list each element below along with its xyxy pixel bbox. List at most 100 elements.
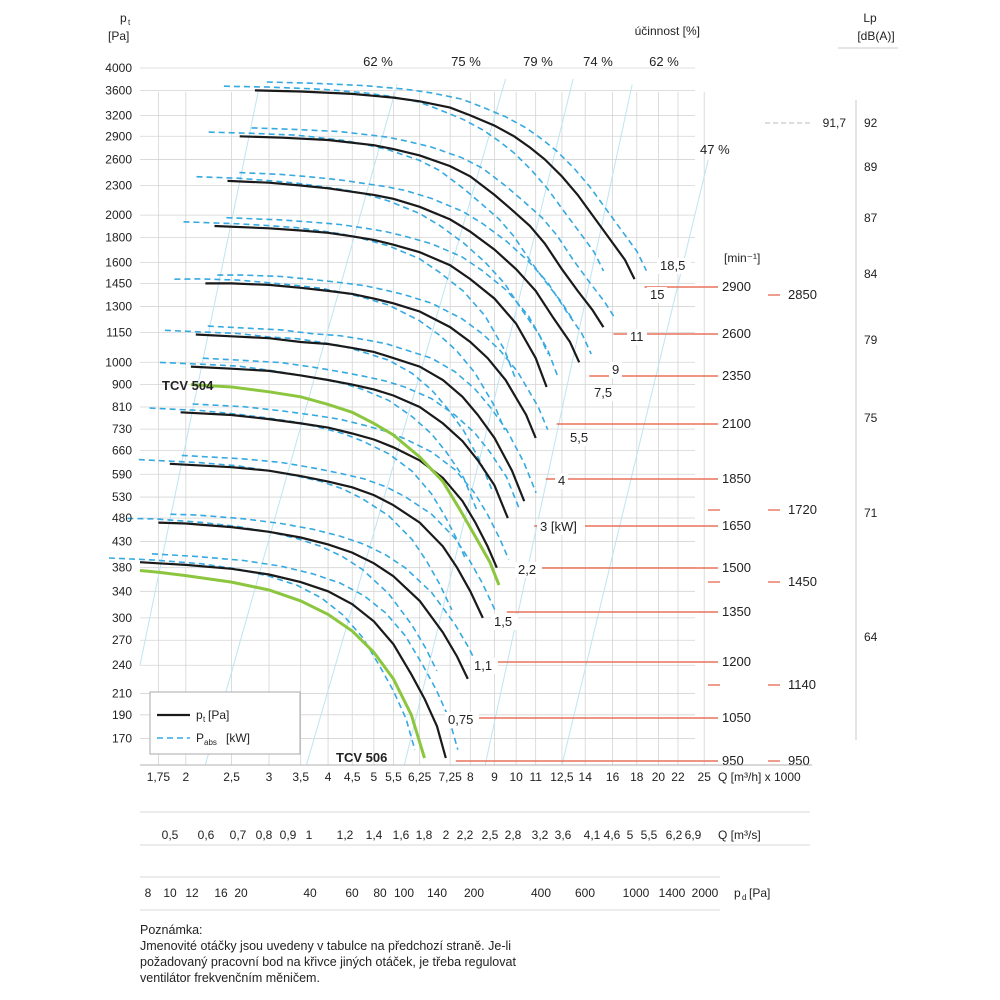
- x2-tick-label: 3,6: [555, 828, 572, 842]
- power-label-bg: [627, 329, 647, 345]
- y-tick-label: 1300: [105, 300, 132, 314]
- x-tick-label: 5: [371, 770, 378, 784]
- x3-tick-label: 16: [214, 886, 228, 900]
- lp-value: 92: [864, 116, 878, 130]
- pressure-curves: [139, 89, 636, 759]
- y-tick-label: 3200: [105, 108, 132, 122]
- power-label: 9: [612, 362, 619, 377]
- rpm-label: 1650: [722, 518, 751, 533]
- footnote-heading: Poznámka:: [140, 923, 203, 937]
- pressure-curve-950: [139, 561, 447, 759]
- lp-value: 64: [864, 630, 878, 644]
- y-tick-label: 2000: [105, 208, 132, 222]
- x-tick-label: 18: [630, 770, 644, 784]
- x2-tick-label: 1,8: [416, 828, 433, 842]
- y-axis-unit: [Pa]: [108, 29, 129, 43]
- lp-value: 79: [864, 333, 878, 347]
- rpm-right-label: 950: [788, 753, 810, 768]
- efficiency-label: 75 %: [451, 54, 481, 69]
- rpm-label: 1050: [722, 710, 751, 725]
- legend-label: p: [196, 708, 203, 722]
- rpm-lines: [455, 286, 780, 762]
- y-tick-label: 1000: [105, 355, 132, 369]
- y-tick-label: 1150: [106, 326, 132, 340]
- power-curve: [174, 278, 506, 431]
- y-tick-label: 590: [112, 467, 132, 481]
- efficiency-label: 62 %: [649, 54, 679, 69]
- rpm-label: 1850: [722, 471, 751, 486]
- x2-axis-label: Q [m³/s]: [718, 828, 761, 842]
- rpm-label: 1200: [722, 654, 751, 669]
- y-tick-label: 4000: [105, 61, 132, 75]
- x-tick-label: 25: [698, 770, 712, 784]
- power-label: 1,5: [494, 614, 512, 629]
- power-label: 15: [650, 287, 664, 302]
- tcv-504-label: TCV 504: [162, 378, 214, 393]
- x3-tick-label: 400: [531, 886, 551, 900]
- y-tick-label: 340: [112, 584, 132, 598]
- axes: 4000360032002900260023002000180016001450…: [105, 11, 898, 911]
- power-curve: [127, 517, 438, 672]
- x2-tick-label: 6,9: [685, 828, 702, 842]
- footnote-line: ventilátor frekvenčním měničem.: [140, 971, 320, 985]
- y-tick-label: 300: [112, 611, 132, 625]
- x2-tick-label: 3,2: [532, 828, 549, 842]
- y-tick-label: 430: [112, 534, 132, 548]
- power-label: 3 [kW]: [540, 519, 577, 534]
- x2-tick-label: 0,6: [198, 828, 215, 842]
- efficiency-line: [139, 90, 259, 666]
- y-tick-label: 3600: [105, 83, 132, 97]
- efficiency-line: [484, 84, 633, 766]
- lp-marker: 91,7: [823, 116, 847, 130]
- x-tick-label: 1,75: [147, 770, 171, 784]
- pressure-curve-1850: [205, 282, 537, 439]
- y-tick-label: 2300: [105, 178, 132, 192]
- legend-label: P: [196, 731, 204, 745]
- y-tick-label: 530: [112, 490, 132, 504]
- power-curve: [226, 216, 560, 379]
- rpm-label: 2100: [722, 416, 751, 431]
- lp-value: 71: [864, 506, 878, 520]
- pressure-curve-2900: [254, 89, 636, 280]
- power-curve: [149, 407, 467, 560]
- power-curve: [170, 513, 481, 671]
- x3-tick-label: 40: [303, 886, 317, 900]
- pressure-curve-2100: [214, 224, 548, 388]
- power-curve: [251, 127, 617, 320]
- y-axis-label: p: [120, 11, 127, 25]
- power-label: 7,5: [594, 385, 612, 400]
- tcv-506-label: TCV 506: [336, 750, 387, 765]
- x-tick-label: 11: [529, 770, 542, 784]
- rpm-right-label: 2850: [788, 287, 817, 302]
- legend-label-sub: t: [203, 715, 206, 724]
- power-curve: [192, 403, 510, 560]
- y-tick-label: 2600: [105, 152, 132, 166]
- x3-tick-label: 600: [575, 886, 595, 900]
- x3-axis-label-sub: d: [742, 893, 746, 902]
- pressure-curve-1650: [195, 333, 526, 502]
- power-label: 0,75: [448, 712, 473, 727]
- y-tick-label: 730: [112, 422, 132, 436]
- lp-value: 89: [864, 160, 878, 174]
- x-tick-label: 3: [266, 770, 273, 784]
- power-label-bg: [567, 430, 594, 446]
- y-tick-label: 660: [112, 443, 132, 457]
- x3-tick-label: 10: [163, 886, 177, 900]
- pressure-curve-1200: [169, 462, 484, 619]
- lp-unit: [dB(A)]: [857, 29, 894, 43]
- y-tick-label: 1800: [105, 231, 132, 245]
- power-label: 11: [630, 329, 644, 344]
- x2-tick-label: 0,8: [256, 828, 273, 842]
- y-tick-label: 190: [112, 708, 132, 722]
- power-label-bg: [471, 658, 498, 674]
- lp-value: 87: [864, 211, 878, 225]
- x2-tick-label: 5: [627, 828, 634, 842]
- lp-value: 75: [864, 411, 878, 425]
- y-tick-label: 1600: [105, 256, 132, 270]
- power-curve: [223, 85, 605, 272]
- rpm-unit: [min⁻¹]: [724, 251, 760, 265]
- power-curve: [164, 329, 494, 494]
- x-tick-label: 4: [325, 770, 332, 784]
- x-tick-label: 10: [509, 770, 523, 784]
- efficiency-label: 62 %: [363, 54, 393, 69]
